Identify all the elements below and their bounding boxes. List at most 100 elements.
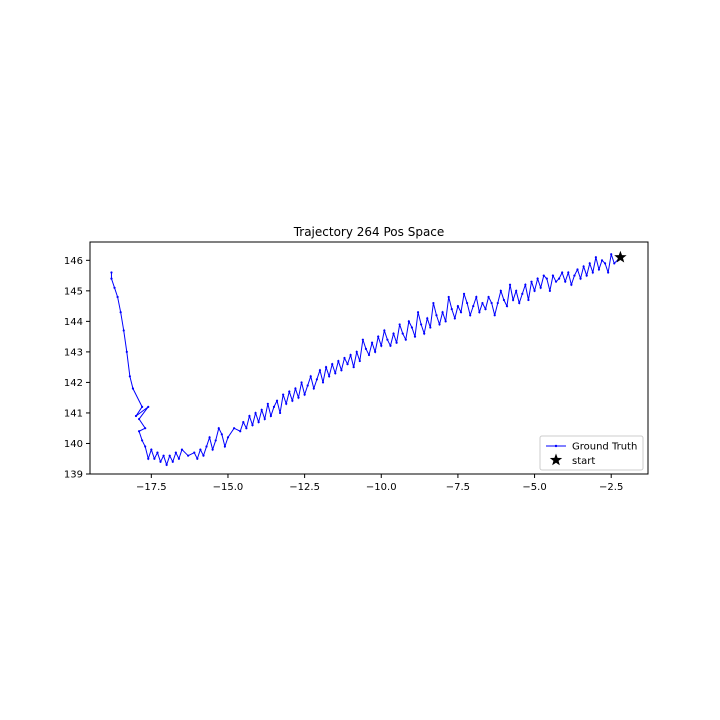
ground-truth-point (254, 411, 257, 415)
ground-truth-point (487, 295, 490, 299)
ground-truth-point (600, 259, 604, 262)
ground-truth-point (410, 326, 414, 329)
y-tick-label: 144 (64, 317, 83, 328)
x-tick-label: −10.0 (366, 482, 397, 493)
ground-truth-point (147, 457, 150, 460)
ground-truth-point (435, 314, 438, 317)
ground-truth-point (171, 460, 174, 463)
ground-truth-point (125, 350, 128, 353)
ground-truth-point (570, 283, 573, 286)
ground-truth-point (122, 329, 125, 332)
ground-truth-point (137, 417, 141, 421)
ground-truth-point (291, 399, 294, 402)
ground-truth-point (579, 277, 582, 280)
ground-truth-point (282, 393, 285, 396)
ground-truth-point (297, 396, 300, 399)
ground-truth-point (515, 289, 518, 292)
ground-truth-point (174, 451, 177, 454)
ground-truth-point (607, 271, 610, 274)
ground-truth-point (278, 411, 282, 415)
ground-truth-point (493, 314, 496, 317)
ground-truth-point (334, 372, 337, 375)
ground-truth-point (312, 387, 315, 390)
ground-truth-point (478, 311, 481, 314)
ground-truth-point (484, 308, 487, 311)
ground-truth-point (472, 305, 475, 308)
ground-truth-point (165, 463, 168, 466)
ground-truth-point (508, 283, 512, 286)
ground-truth-point (147, 405, 150, 408)
ground-truth-point (533, 289, 536, 292)
ground-truth-point (159, 460, 162, 463)
ground-truth-point (300, 381, 303, 384)
ground-truth-point (490, 301, 493, 305)
ground-truth-point (466, 301, 469, 305)
ground-truth-point (367, 353, 371, 357)
ground-truth-point (429, 326, 432, 329)
ground-truth-point (597, 268, 601, 271)
ground-truth-point (588, 262, 591, 265)
ground-truth-point (551, 274, 555, 277)
ground-truth-point (524, 283, 527, 286)
x-tick-label: −15.0 (213, 482, 244, 493)
ground-truth-point (542, 274, 545, 277)
ground-truth-point (331, 363, 334, 366)
ground-truth-point (358, 359, 361, 363)
ground-truth-point (521, 292, 524, 295)
ground-truth-point (177, 457, 181, 460)
ground-truth-point (110, 277, 113, 280)
ground-truth-point (180, 448, 184, 451)
ground-truth-point (263, 417, 266, 421)
ground-truth-point (223, 445, 227, 448)
ground-truth-point (352, 366, 355, 369)
ground-truth-point (444, 320, 447, 323)
ground-truth-point (564, 280, 567, 283)
ground-truth-point (392, 332, 395, 335)
ground-truth-point (260, 408, 263, 411)
ground-truth-point (116, 295, 119, 299)
chart-title: Trajectory 264 Pos Space (293, 225, 445, 239)
x-tick-label: −5.0 (522, 482, 546, 493)
ground-truth-point (349, 353, 352, 357)
ground-truth-point (386, 338, 389, 341)
ground-truth-point (337, 359, 340, 363)
y-axis: 139 140 141 142 143 144 145 146 (64, 256, 90, 481)
y-tick-label: 145 (64, 286, 83, 297)
y-tick-label: 140 (64, 439, 83, 450)
ground-truth-point (380, 344, 383, 347)
ground-truth-point (594, 256, 597, 259)
x-tick-label: −7.5 (446, 482, 470, 493)
ground-truth-point (269, 414, 272, 418)
ground-truth-point (383, 329, 386, 332)
ground-truth-point (245, 427, 248, 430)
ground-truth-point (416, 311, 420, 314)
ground-truth-point (187, 454, 190, 457)
ground-truth-point (469, 314, 472, 317)
ground-truth-point (557, 277, 561, 280)
ground-truth-point (144, 427, 147, 430)
ground-truth-point (208, 436, 211, 439)
x-tick-label: −12.5 (289, 482, 320, 493)
ground-truth-point (137, 430, 141, 433)
ground-truth-point (239, 430, 242, 433)
ground-truth-point (505, 305, 509, 308)
ground-truth-point (545, 277, 548, 280)
ground-truth-point (389, 344, 392, 347)
ground-truth-point (527, 298, 530, 302)
ground-truth-point (113, 286, 116, 289)
ground-truth-point (220, 433, 223, 436)
ground-truth-point (141, 439, 144, 442)
plot-area (89, 241, 649, 475)
legend-box (539, 435, 644, 471)
ground-truth-point (441, 311, 444, 314)
y-tick-label: 142 (64, 378, 83, 389)
ground-truth-point (119, 311, 122, 314)
ground-truth-point (150, 448, 153, 451)
y-tick-label: 141 (64, 408, 83, 419)
ground-truth-point (536, 277, 539, 280)
ground-truth-point (318, 369, 322, 372)
ground-truth-point (502, 298, 506, 302)
ground-truth-point (211, 448, 214, 451)
legend-label-ground-truth: Ground Truth (572, 442, 637, 453)
